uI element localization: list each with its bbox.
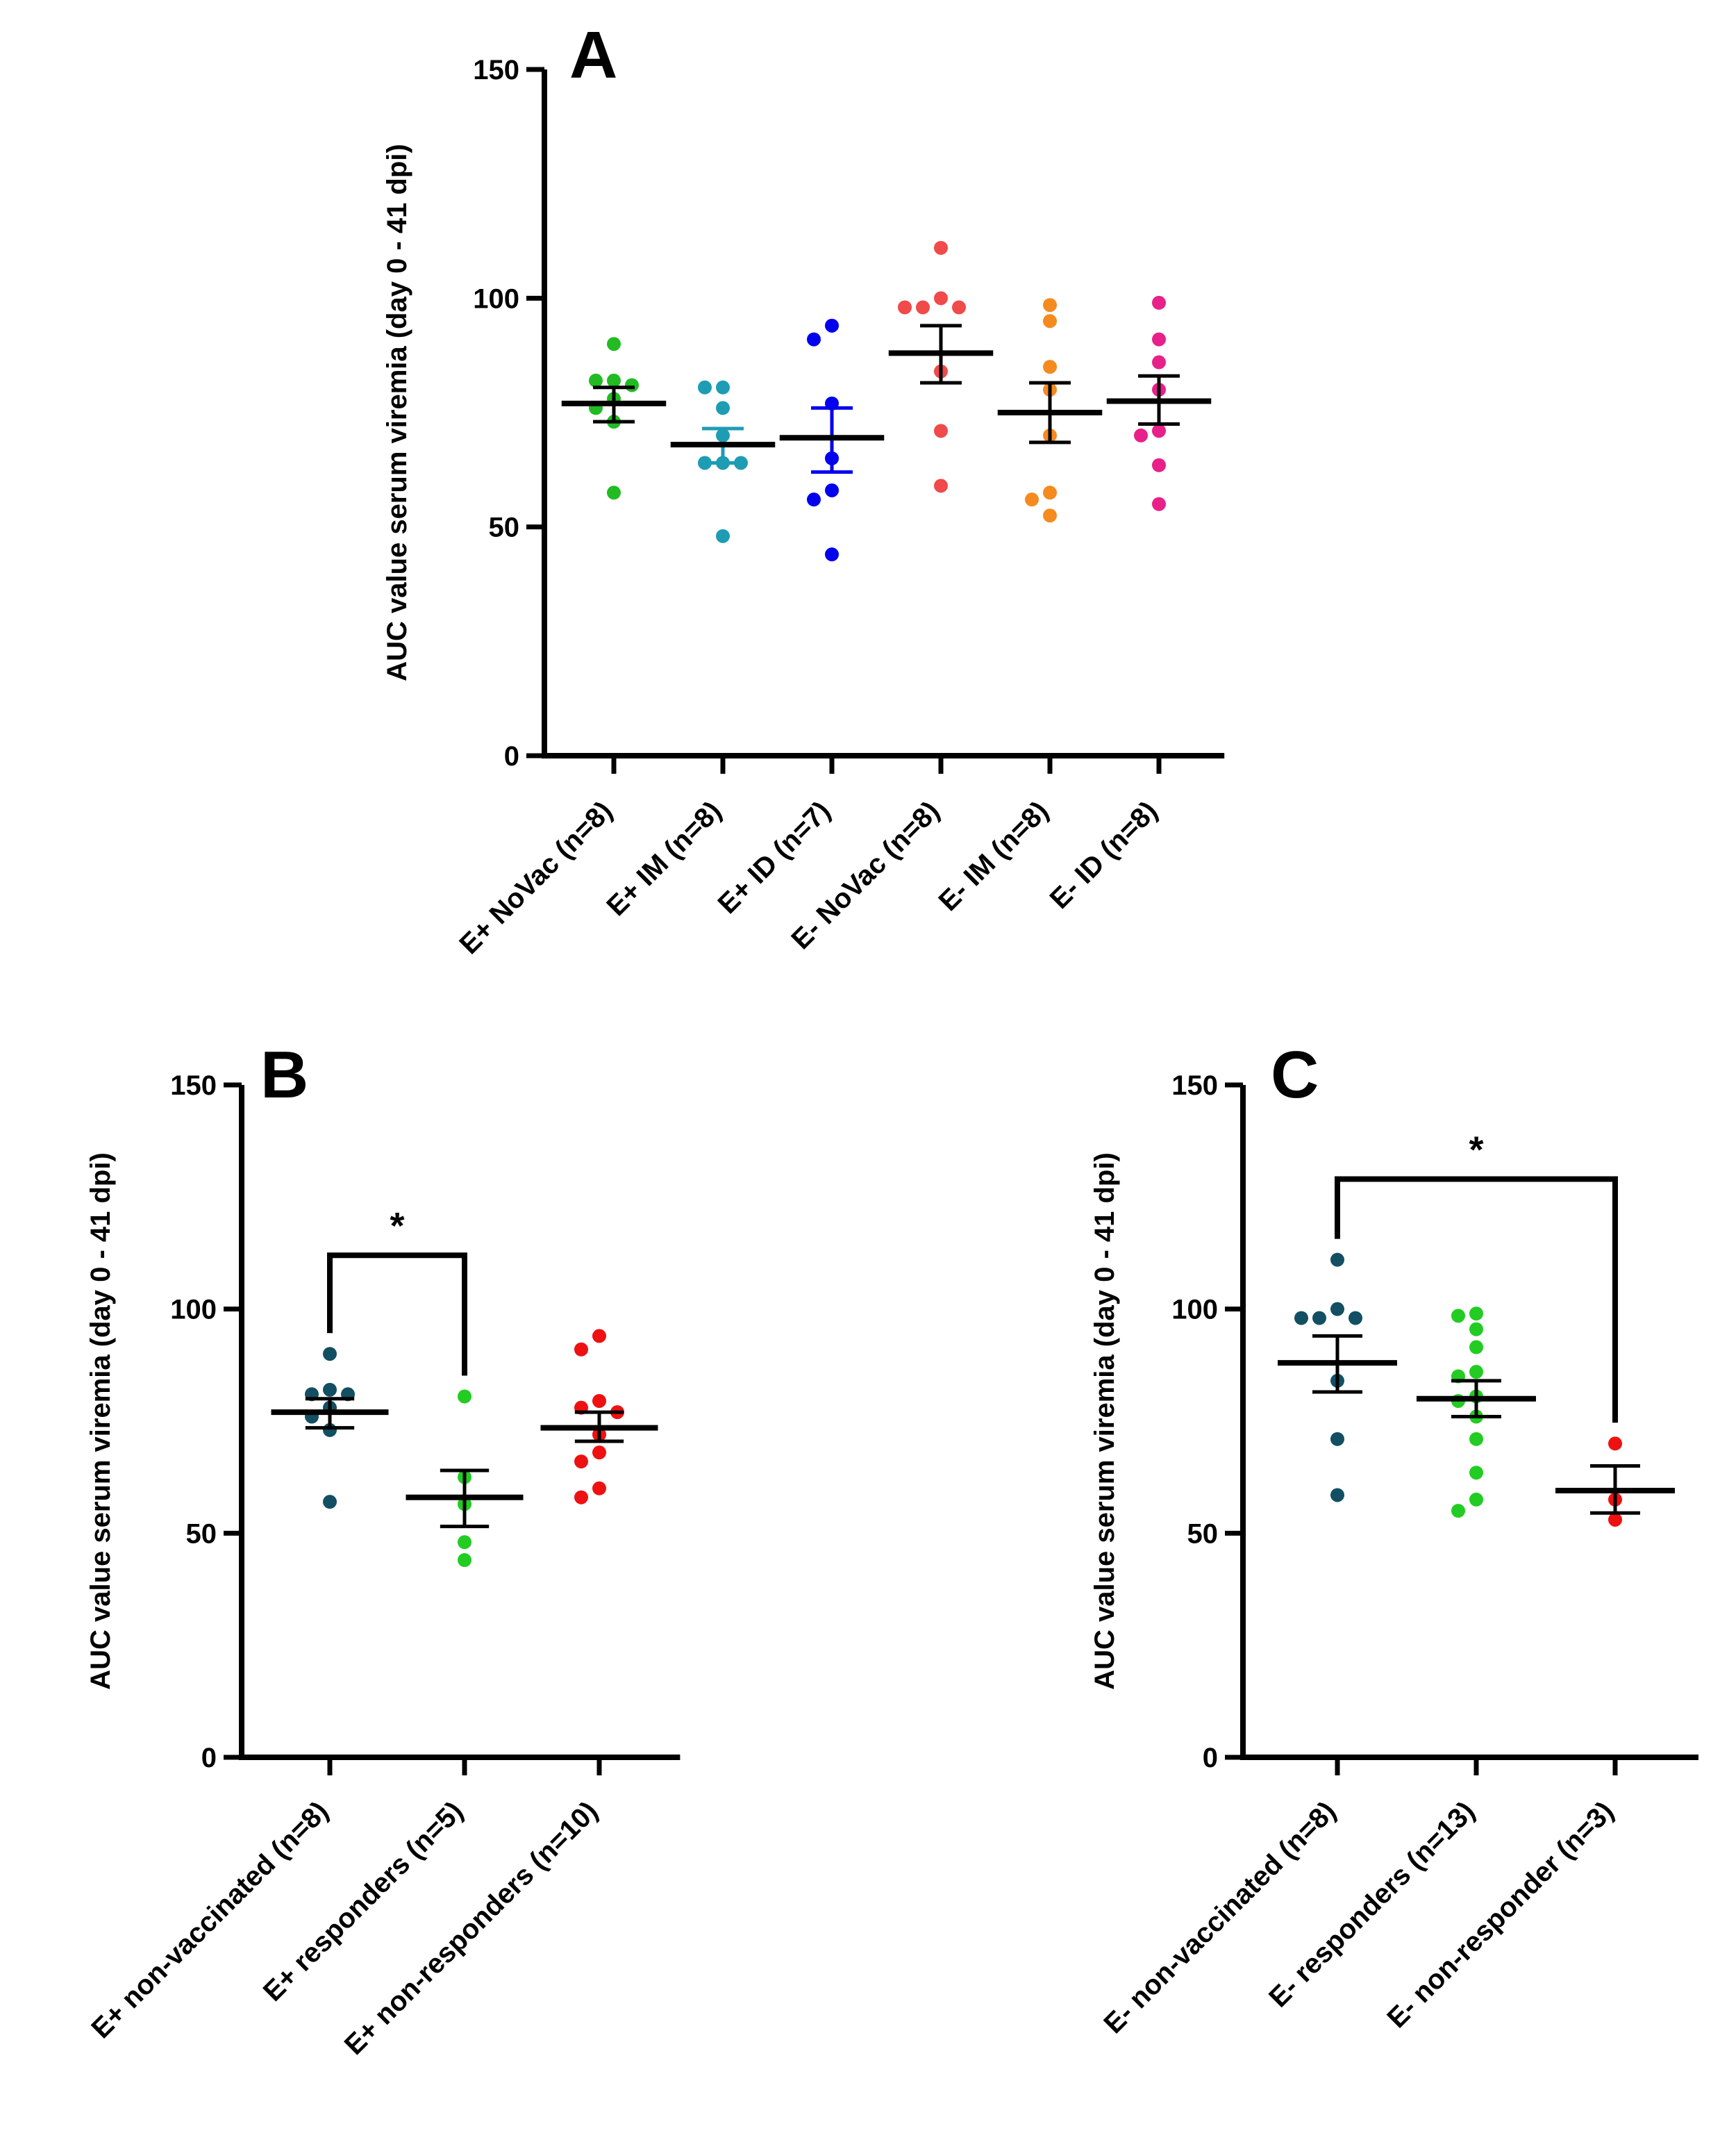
y-tick-label: 50 [186,1518,217,1549]
y-tick-label: 0 [201,1743,217,1773]
data-point [574,1342,588,1357]
significance-star: * [1469,1129,1483,1171]
data-point [1349,1311,1362,1325]
panel-c: 0 50 100 150 AUC value serum viremia (day 0 … [1089,1038,1698,2039]
data-point [589,373,603,388]
data-point [323,1382,337,1397]
data-point [1152,497,1166,511]
data-point [807,332,821,347]
data-point [574,1490,588,1504]
y-tick-label: 100 [473,283,519,314]
category-label: E+ IM (n=8) [601,795,727,922]
data-point [574,1454,588,1469]
category-label: E- non-vaccinated (n=8) [1098,1796,1342,2039]
data-point [1469,1340,1483,1354]
data-point [716,380,730,395]
panel-b: 0 50 100 150 AUC value serum viremia (day 0 … [85,1038,681,2061]
data-point [1469,1432,1483,1446]
y-tick-label: 150 [1171,1070,1218,1101]
category-label: E+ non-vaccinated (n=8) [85,1796,334,2044]
data-point [1330,1252,1344,1267]
data-point [698,380,712,395]
data-point [323,1347,337,1361]
data-point [1043,314,1057,329]
category-label: E- IM (n=8) [933,795,1054,917]
category-label: E+ NoVac (n=8) [453,795,618,960]
y-tick-label: 0 [504,741,519,772]
y-axis-title: AUC value serum viremia (day 0 - 41 dpi) [1089,1152,1120,1690]
category-label: E- non-responder (n=3) [1381,1796,1619,2034]
data-point [1043,360,1057,374]
data-point [1152,424,1166,438]
y-axis-title: AUC value serum viremia (day 0 - 41 dpi) [382,144,412,681]
data-point [916,300,930,315]
data-point [934,240,948,255]
data-point [1134,428,1148,442]
panel-letter: B [260,1038,308,1112]
data-point [1608,1436,1622,1451]
y-tick-label: 100 [170,1295,217,1325]
panel-letter: A [569,18,617,92]
data-point [458,1389,471,1404]
y-tick-label: 150 [170,1070,217,1101]
data-point [625,378,639,392]
data-point [458,1535,471,1550]
data-point [1152,355,1166,370]
data-point [1152,458,1166,472]
data-point [592,1445,606,1460]
data-point [934,479,948,493]
data-point [1294,1311,1308,1325]
data-point [716,529,730,543]
data-point [1025,492,1039,507]
data-point [1152,332,1166,347]
y-tick-label: 0 [1203,1743,1218,1773]
data-point [607,486,621,500]
data-point [1469,1492,1483,1507]
panel-letter: C [1271,1038,1319,1112]
y-tick-label: 150 [473,55,519,85]
data-point [934,424,948,438]
significance-bracket [327,1252,467,1376]
data-point [952,300,966,315]
significance-star: * [390,1205,404,1247]
data-point [898,300,912,315]
data-point [1451,1309,1465,1323]
y-tick-label: 50 [489,513,520,543]
y-tick-label: 50 [1187,1518,1219,1549]
data-point [1469,1322,1483,1336]
y-axis-title: AUC value serum viremia (day 0 - 41 dpi) [85,1152,116,1690]
category-label: E- ID (n=8) [1044,795,1164,915]
data-point [1312,1311,1326,1325]
y-tick-label: 100 [1171,1295,1218,1325]
significance-bracket [1335,1176,1618,1423]
data-point [607,337,621,351]
data-point [1330,1302,1344,1316]
data-point [716,401,730,415]
category-label: E+ non-responders (n=10) [339,1796,604,2061]
data-point [1451,1504,1465,1518]
data-point [807,492,821,507]
data-point [1330,1432,1344,1446]
data-point [934,291,948,306]
data-point [1469,1307,1483,1321]
data-point [825,547,839,562]
data-point [592,1329,606,1343]
panel-a: 0 50 100 150 AUC value serum viremia (day 0 … [382,18,1225,960]
data-point [1043,508,1057,523]
data-point [1469,1466,1483,1480]
data-point [592,1481,606,1495]
data-point [825,318,839,333]
data-point [1043,298,1057,313]
data-point [825,483,839,497]
data-point [1152,295,1166,310]
data-point [607,373,621,388]
data-point [592,1393,606,1408]
data-point [1469,1365,1483,1379]
data-point [1330,1488,1344,1502]
data-point [1043,486,1057,500]
data-point [323,1495,337,1509]
data-point [1608,1512,1622,1527]
data-point [458,1553,471,1568]
